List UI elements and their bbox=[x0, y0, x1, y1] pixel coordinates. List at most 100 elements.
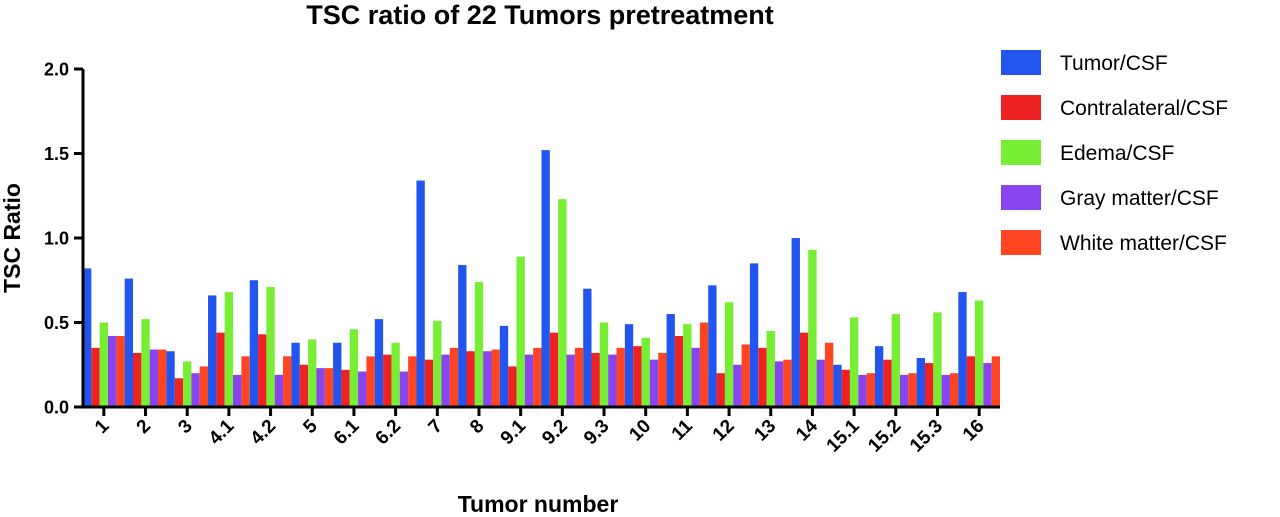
bar-tumor-csf-4.1 bbox=[208, 295, 217, 407]
bar-tumor-csf-7 bbox=[416, 180, 425, 407]
bars-group bbox=[83, 150, 1000, 407]
bar-edema-csf-5 bbox=[308, 339, 317, 407]
bar-edema-csf-7 bbox=[433, 320, 442, 407]
bar-tumor-csf-16 bbox=[958, 292, 967, 407]
bar-contralateral-csf-1 bbox=[91, 347, 100, 407]
bar-gray-matter-csf-5 bbox=[316, 368, 325, 407]
bar-white-matter-csf-2 bbox=[158, 349, 167, 407]
bar-contralateral-csf-3 bbox=[174, 378, 184, 407]
bar-contralateral-csf-12 bbox=[716, 373, 725, 407]
bar-tumor-csf-3 bbox=[166, 351, 175, 407]
bar-edema-csf-3 bbox=[183, 361, 192, 407]
bar-gray-matter-csf-10 bbox=[649, 359, 659, 407]
bar-white-matter-csf-6.1 bbox=[366, 356, 375, 407]
x-tick-label: 4.1 bbox=[205, 415, 239, 449]
bar-white-matter-csf-11 bbox=[699, 322, 709, 407]
x-tick-label: 13 bbox=[750, 416, 780, 446]
bar-edema-csf-15.1 bbox=[849, 317, 859, 407]
bar-tumor-csf-13 bbox=[749, 263, 759, 407]
bar-gray-matter-csf-7 bbox=[441, 354, 450, 407]
x-tick-label: 9.1 bbox=[497, 415, 531, 449]
y-tick-label: 1.5 bbox=[44, 144, 69, 164]
bar-gray-matter-csf-4.2 bbox=[274, 374, 284, 407]
bar-contralateral-csf-6.1 bbox=[341, 369, 350, 407]
bar-tumor-csf-15.1 bbox=[833, 364, 842, 407]
x-tick-label: 5 bbox=[299, 415, 322, 438]
bar-contralateral-csf-11 bbox=[674, 336, 684, 407]
bar-edema-csf-8 bbox=[474, 281, 484, 407]
bar-contralateral-csf-4.1 bbox=[216, 332, 225, 407]
bar-tumor-csf-9.3 bbox=[583, 288, 592, 407]
bar-white-matter-csf-10 bbox=[658, 352, 667, 407]
bar-tumor-csf-11 bbox=[666, 314, 675, 407]
bar-tumor-csf-4.2 bbox=[249, 280, 259, 407]
bar-edema-csf-4.2 bbox=[266, 287, 275, 407]
bar-white-matter-csf-4.2 bbox=[283, 356, 292, 407]
bar-contralateral-csf-9.1 bbox=[508, 366, 517, 407]
bar-gray-matter-csf-8 bbox=[483, 351, 492, 407]
x-axis-label: Tumor number bbox=[458, 491, 619, 517]
bar-white-matter-csf-9.2 bbox=[574, 347, 584, 407]
legend-swatch bbox=[1001, 140, 1041, 165]
bar-gray-matter-csf-3 bbox=[191, 373, 200, 407]
bar-tumor-csf-2 bbox=[124, 278, 134, 407]
bar-tumor-csf-1 bbox=[83, 268, 92, 407]
bar-gray-matter-csf-12 bbox=[733, 364, 742, 407]
bar-tumor-csf-15.2 bbox=[874, 346, 884, 407]
bar-edema-csf-11 bbox=[683, 324, 692, 407]
bar-edema-csf-16 bbox=[974, 300, 984, 407]
bar-gray-matter-csf-4.1 bbox=[233, 374, 242, 407]
bar-white-matter-csf-9.3 bbox=[616, 347, 625, 407]
x-tick-label: 8 bbox=[466, 416, 488, 438]
legend: Tumor/CSF Contralateral/CSF Edema/CSF Gray … bbox=[1001, 50, 1228, 255]
bar-contralateral-csf-16 bbox=[966, 356, 975, 407]
legend-swatch bbox=[1001, 230, 1041, 255]
bar-tumor-csf-8 bbox=[458, 265, 467, 407]
bar-contralateral-csf-6.2 bbox=[383, 354, 392, 407]
x-tick-label: 16 bbox=[959, 416, 989, 446]
x-tick-label: 15.2 bbox=[864, 416, 905, 457]
bar-gray-matter-csf-15.2 bbox=[899, 374, 909, 407]
x-tick-label: 9.3 bbox=[580, 416, 614, 450]
bar-edema-csf-9.2 bbox=[558, 199, 567, 407]
bar-gray-matter-csf-11 bbox=[691, 347, 700, 407]
bar-edema-csf-1 bbox=[99, 322, 109, 407]
bar-tumor-csf-15.3 bbox=[916, 357, 925, 407]
bar-white-matter-csf-8 bbox=[491, 349, 500, 407]
bar-white-matter-csf-7 bbox=[449, 347, 459, 407]
x-tick-label: 6.1 bbox=[330, 415, 364, 449]
bar-tumor-csf-9.2 bbox=[541, 150, 550, 407]
bar-white-matter-csf-9.1 bbox=[533, 347, 542, 407]
y-tick-label: 2.0 bbox=[44, 60, 69, 80]
legend-label: Gray matter/CSF bbox=[1060, 187, 1219, 210]
bar-edema-csf-6.1 bbox=[349, 329, 359, 407]
chart-title: TSC ratio of 22 Tumors pretreatment bbox=[306, 0, 774, 30]
x-tick-label: 2 bbox=[133, 416, 155, 438]
bar-edema-csf-4.1 bbox=[224, 292, 234, 407]
bar-contralateral-csf-13 bbox=[758, 347, 767, 407]
bar-white-matter-csf-3 bbox=[199, 366, 209, 407]
bar-contralateral-csf-15.2 bbox=[883, 359, 892, 407]
bar-edema-csf-6.2 bbox=[391, 342, 400, 407]
bar-white-matter-csf-15.3 bbox=[949, 373, 959, 407]
x-tick-label: 6.2 bbox=[372, 416, 406, 450]
y-tick-label: 0.0 bbox=[44, 398, 69, 418]
bar-white-matter-csf-6.2 bbox=[408, 356, 417, 407]
x-tick-label: 4.2 bbox=[247, 416, 281, 450]
bar-gray-matter-csf-9.3 bbox=[608, 354, 617, 407]
bar-gray-matter-csf-14 bbox=[816, 359, 825, 407]
bar-white-matter-csf-1 bbox=[116, 336, 125, 407]
bar-contralateral-csf-15.1 bbox=[841, 369, 850, 407]
bar-gray-matter-csf-6.2 bbox=[399, 371, 409, 407]
bar-contralateral-csf-7 bbox=[424, 359, 434, 407]
y-ticks-group: 0.0 0.5 1.0 1.5 2.0 bbox=[44, 60, 83, 418]
y-tick-label: 0.5 bbox=[44, 313, 69, 333]
y-tick-label: 1.0 bbox=[44, 229, 69, 249]
legend-label: Tumor/CSF bbox=[1060, 52, 1168, 75]
legend-label: White matter/CSF bbox=[1060, 232, 1227, 255]
bar-edema-csf-2 bbox=[141, 319, 150, 407]
bar-contralateral-csf-10 bbox=[633, 346, 642, 407]
bar-white-matter-csf-4.1 bbox=[241, 356, 250, 407]
bar-gray-matter-csf-6.1 bbox=[358, 371, 367, 407]
bar-edema-csf-9.1 bbox=[516, 256, 525, 407]
